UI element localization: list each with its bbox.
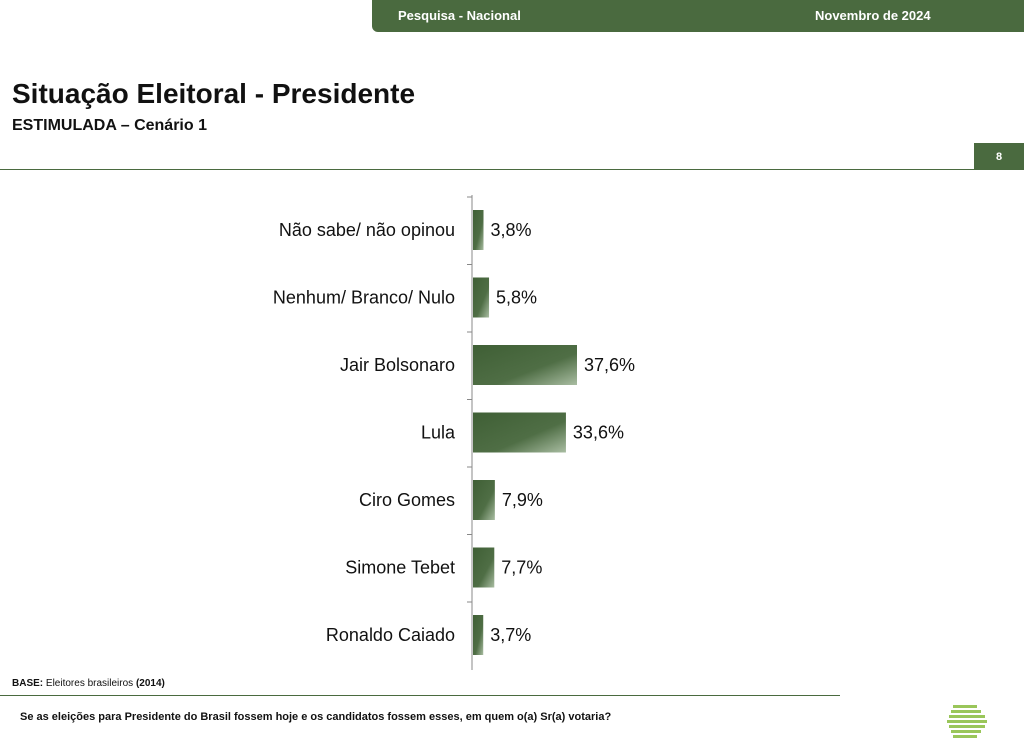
date-label: Novembro de 2024 xyxy=(815,8,931,23)
bar xyxy=(473,210,484,250)
bar xyxy=(473,615,484,655)
bar-chart: Não sabe/ não opinou 3,8% Nenhum/ Branco/ … xyxy=(273,195,635,670)
base-label: BASE: xyxy=(12,678,44,689)
logo-icon xyxy=(947,705,987,738)
bar xyxy=(473,345,577,385)
bar xyxy=(473,547,495,588)
value-label: 37,6% xyxy=(584,355,635,375)
value-label: 5,8% xyxy=(496,288,537,308)
value-label: 3,7% xyxy=(490,625,531,645)
value-label: 7,7% xyxy=(501,558,542,578)
category-label: Nenhum/ Branco/ Nulo xyxy=(273,288,455,308)
category-label: Jair Bolsonaro xyxy=(340,355,455,375)
base-count: (2014) xyxy=(135,678,165,689)
value-label: 33,6% xyxy=(573,423,624,443)
value-label: 3,8% xyxy=(491,220,532,240)
page-subtitle: ESTIMULADA – Cenário 1 xyxy=(12,117,207,134)
survey-question: Se as eleições para Presidente do Brasil… xyxy=(20,711,612,723)
base-note: BASE: Eleitores brasileiros (2014) xyxy=(12,678,165,689)
value-label: 7,9% xyxy=(502,490,543,510)
category-label: Ronaldo Caiado xyxy=(326,625,455,645)
page-title: Situação Eleitoral - Presidente xyxy=(12,78,416,109)
bar xyxy=(473,480,495,520)
category-label: Não sabe/ não opinou xyxy=(279,220,455,240)
survey-label: Pesquisa - Nacional xyxy=(398,8,521,23)
bar xyxy=(473,277,490,318)
base-text: Eleitores brasileiros xyxy=(45,678,134,689)
header-bar: Pesquisa - Nacional Novembro de 2024 xyxy=(372,0,1024,32)
category-label: Ciro Gomes xyxy=(359,490,455,510)
header-divider xyxy=(0,169,1024,170)
page-number-badge: 8 xyxy=(974,143,1024,170)
footer-divider xyxy=(0,695,840,696)
bar xyxy=(473,412,566,453)
category-label: Simone Tebet xyxy=(345,558,455,578)
category-label: Lula xyxy=(421,423,456,443)
